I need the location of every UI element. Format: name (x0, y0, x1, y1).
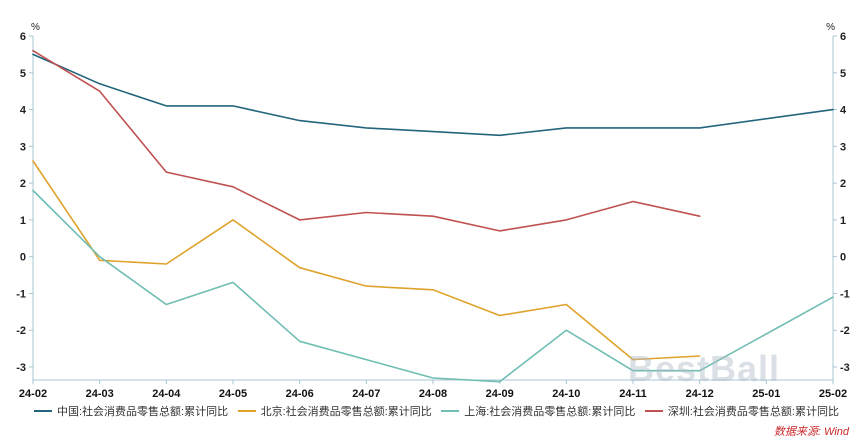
legend-label-china: 中国:社会消费品零售总额:累计同比 (57, 406, 229, 418)
svg-text:24-12: 24-12 (686, 388, 714, 400)
svg-text:%: % (31, 22, 40, 33)
legend-swatch-beijing (237, 410, 256, 412)
svg-text:3: 3 (840, 141, 846, 153)
svg-text:24-05: 24-05 (219, 388, 247, 400)
svg-text:-1: -1 (16, 288, 26, 300)
legend: 中国:社会消费品零售总额:累计同比 北京:社会消费品零售总额:累计同比 上海:社… (0, 403, 865, 419)
svg-text:24-11: 24-11 (619, 388, 647, 400)
legend-item-china: 中国:社会消费品零售总额:累计同比 (34, 403, 228, 419)
svg-text:5: 5 (840, 68, 846, 80)
legend-label-beijing: 北京:社会消费品零售总额:累计同比 (260, 406, 432, 418)
legend-label-shenzhen: 深圳:社会消费品零售总额:累计同比 (667, 406, 839, 418)
svg-text:24-07: 24-07 (352, 388, 380, 400)
svg-text:24-08: 24-08 (419, 388, 447, 400)
svg-text:6: 6 (840, 31, 846, 43)
svg-text:6: 6 (20, 31, 26, 43)
svg-text:%: % (826, 22, 835, 33)
svg-text:25-02: 25-02 (819, 388, 847, 400)
svg-text:-3: -3 (16, 362, 26, 374)
legend-item-beijing: 北京:社会消费品零售总额:累计同比 (237, 403, 432, 419)
svg-text:-3: -3 (840, 362, 850, 374)
svg-text:-2: -2 (16, 325, 26, 337)
data-source-note: 数据来源: Wind (773, 426, 849, 438)
svg-text:24-04: 24-04 (152, 388, 181, 400)
svg-text:25-01: 25-01 (752, 388, 780, 400)
svg-text:24-06: 24-06 (286, 388, 314, 400)
legend-item-shenzhen: 深圳:社会消费品零售总额:累计同比 (644, 403, 839, 419)
svg-text:24-02: 24-02 (19, 388, 47, 400)
svg-text:24-03: 24-03 (86, 388, 114, 400)
svg-text:-2: -2 (840, 325, 850, 337)
svg-text:24-09: 24-09 (486, 388, 514, 400)
svg-text:1: 1 (20, 215, 26, 227)
legend-swatch-shanghai (441, 410, 460, 412)
svg-text:4: 4 (840, 105, 847, 117)
legend-swatch-china (34, 410, 52, 412)
legend-item-shanghai: 上海:社会消费品零售总额:累计同比 (441, 403, 635, 419)
svg-text:5: 5 (20, 68, 26, 80)
svg-text:0: 0 (840, 252, 846, 264)
legend-label-shanghai: 上海:社会消费品零售总额:累计同比 (464, 406, 636, 418)
svg-text:2: 2 (20, 178, 26, 190)
legend-swatch-shenzhen (644, 410, 663, 412)
svg-text:1: 1 (840, 215, 846, 227)
svg-text:-1: -1 (840, 288, 850, 300)
svg-text:0: 0 (20, 252, 26, 264)
svg-text:4: 4 (20, 105, 27, 117)
svg-text:24-10: 24-10 (552, 388, 580, 400)
svg-text:3: 3 (20, 141, 26, 153)
svg-text:2: 2 (840, 178, 846, 190)
